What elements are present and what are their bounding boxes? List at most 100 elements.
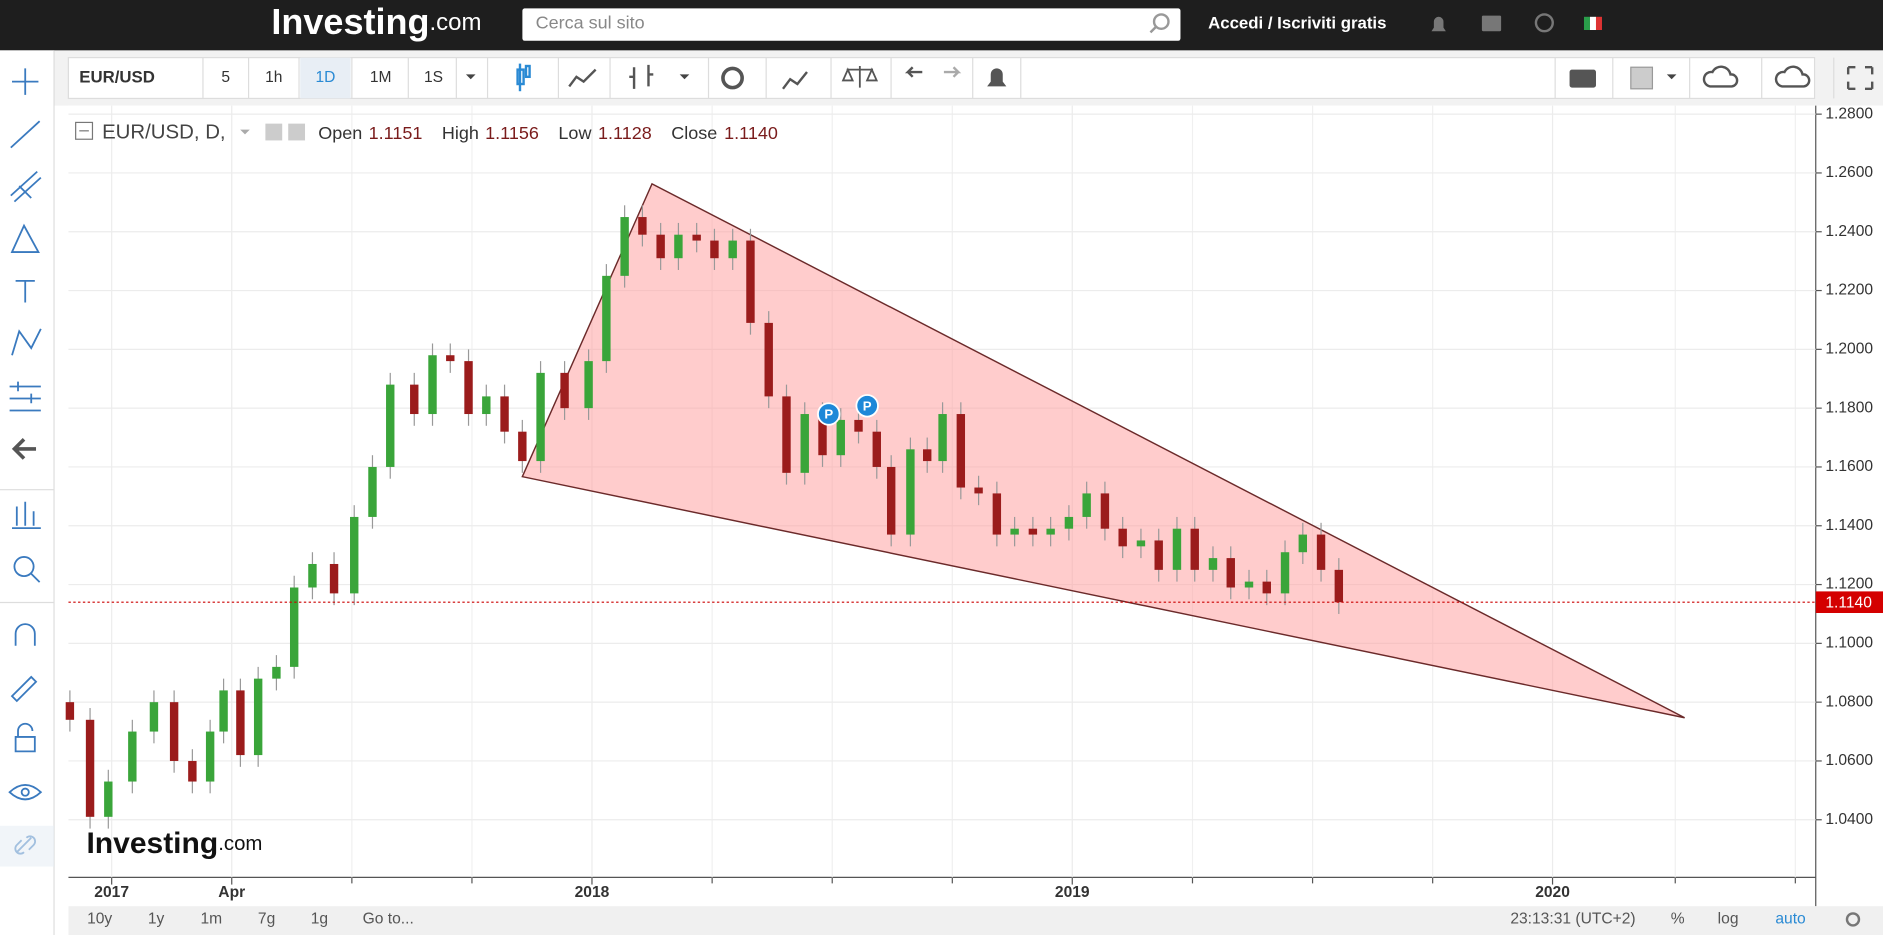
candle-body bbox=[692, 234, 701, 241]
tool-column bbox=[0, 50, 55, 935]
legend-icon[interactable] bbox=[265, 123, 283, 141]
camera-icon[interactable] bbox=[1569, 69, 1596, 88]
y-tick-label: 1.2000 bbox=[1825, 340, 1873, 357]
candle-body bbox=[906, 449, 915, 535]
candle-body bbox=[836, 419, 845, 456]
dropdown-arrow[interactable] bbox=[465, 74, 476, 80]
range-button[interactable]: 1y bbox=[148, 911, 165, 928]
event-marker-label[interactable]: P bbox=[824, 407, 833, 422]
candle-body bbox=[219, 690, 228, 732]
watermark-main: Investing bbox=[86, 827, 218, 860]
dropdown-arrow[interactable] bbox=[1666, 74, 1677, 80]
event-marker bbox=[855, 394, 879, 418]
legend-icon[interactable] bbox=[288, 123, 306, 141]
interval-active bbox=[300, 57, 351, 99]
settings-icon[interactable] bbox=[1845, 912, 1861, 927]
search-box[interactable] bbox=[522, 8, 1181, 41]
candle-body bbox=[854, 419, 863, 432]
y-tick-label: 1.2800 bbox=[1825, 105, 1873, 122]
clock: 23:13:31 (UTC+2) bbox=[1510, 911, 1635, 928]
login-link[interactable]: Accedi / Iscriviti gratis bbox=[1208, 13, 1386, 32]
ohlc-label: High bbox=[442, 123, 479, 143]
candles-layer bbox=[65, 205, 1344, 829]
drawing-tools[interactable] bbox=[8, 68, 43, 855]
x-tick-label: 2020 bbox=[1535, 884, 1570, 901]
undo-icon[interactable] bbox=[904, 66, 923, 78]
candle-body bbox=[1172, 528, 1182, 570]
percent-toggle[interactable]: % bbox=[1671, 911, 1685, 928]
candle-body bbox=[1118, 528, 1127, 547]
settings-icon[interactable] bbox=[721, 66, 744, 90]
bottom-bar bbox=[68, 906, 1883, 935]
candle-body bbox=[428, 355, 437, 415]
candle-body bbox=[886, 466, 896, 535]
interval-button[interactable]: 1M bbox=[370, 69, 392, 86]
candle-body bbox=[800, 414, 809, 473]
flag-icon bbox=[1589, 16, 1596, 31]
logo[interactable]: Investing.com bbox=[271, 1, 481, 42]
candle-body bbox=[938, 414, 947, 462]
candle-body bbox=[104, 781, 113, 817]
candle-body bbox=[205, 731, 215, 782]
legend-dropdown[interactable] bbox=[240, 129, 250, 135]
overlay-layer: PP bbox=[68, 394, 1816, 603]
candle-body bbox=[560, 372, 569, 409]
candle-body bbox=[253, 678, 263, 756]
symbol-box[interactable] bbox=[67, 57, 204, 100]
ohlc-label: Close bbox=[671, 123, 717, 143]
candle-body bbox=[872, 431, 881, 467]
candle-body bbox=[1316, 534, 1326, 570]
search-icon bbox=[1149, 25, 1158, 34]
interval-button[interactable]: 5 bbox=[221, 69, 230, 86]
ohlc-value: 1.1156 bbox=[485, 123, 539, 143]
candle-body bbox=[518, 431, 527, 462]
range-button[interactable]: 7g bbox=[258, 911, 275, 928]
event-marker-label[interactable]: P bbox=[863, 398, 872, 413]
candle-body bbox=[746, 240, 755, 323]
candle-type-icon[interactable] bbox=[516, 63, 531, 92]
line-icon[interactable] bbox=[568, 68, 597, 88]
candle-body bbox=[446, 355, 455, 362]
y-tick-label: 1.1000 bbox=[1825, 634, 1873, 651]
dropdown-arrow[interactable] bbox=[679, 74, 690, 80]
candle-body bbox=[1190, 528, 1199, 570]
fullscreen-icon[interactable] bbox=[1846, 66, 1874, 91]
log-toggle[interactable]: log bbox=[1718, 911, 1739, 928]
redo-icon[interactable] bbox=[943, 66, 962, 78]
candle-body bbox=[289, 587, 299, 667]
candle-body bbox=[308, 563, 317, 588]
cloud-load-icon[interactable] bbox=[1702, 65, 1739, 88]
bars-icon[interactable] bbox=[629, 64, 654, 89]
candle-body bbox=[1046, 528, 1055, 535]
candle-body bbox=[464, 361, 473, 415]
y-tick-label: 1.1600 bbox=[1825, 458, 1873, 475]
bell-icon[interactable] bbox=[1431, 16, 1446, 32]
interval-button[interactable]: 1D bbox=[315, 69, 335, 86]
range-button[interactable]: 10y bbox=[87, 911, 112, 928]
flag-icon[interactable] bbox=[1583, 16, 1590, 31]
price-axis bbox=[1815, 105, 1883, 907]
alert-icon[interactable] bbox=[987, 68, 1007, 87]
clock-icon[interactable] bbox=[1534, 13, 1554, 33]
interval-button[interactable]: 1h bbox=[265, 69, 282, 86]
candle-body bbox=[500, 396, 509, 432]
goto-button[interactable]: Go to... bbox=[363, 911, 414, 928]
candle-body bbox=[128, 731, 137, 782]
compare-icon[interactable] bbox=[841, 66, 879, 88]
auto-toggle[interactable]: auto bbox=[1775, 911, 1806, 928]
layout-icon[interactable] bbox=[1630, 66, 1654, 90]
interval-button[interactable]: 1S bbox=[424, 69, 443, 86]
indicator-icon[interactable] bbox=[782, 71, 808, 90]
event-marker bbox=[817, 402, 841, 426]
candle-body bbox=[85, 719, 95, 817]
range-button[interactable]: 1g bbox=[311, 911, 328, 928]
y-tick-label: 1.1800 bbox=[1825, 399, 1873, 416]
y-tick-label: 1.2400 bbox=[1825, 223, 1873, 240]
portfolio-icon[interactable] bbox=[1481, 15, 1502, 32]
candle-body bbox=[368, 466, 377, 517]
range-button[interactable]: 1m bbox=[201, 911, 223, 928]
y-tick-label: 1.1200 bbox=[1825, 576, 1873, 593]
cloud-save-icon[interactable] bbox=[1774, 65, 1811, 88]
candle-body bbox=[620, 217, 629, 276]
candle-body bbox=[956, 414, 966, 488]
